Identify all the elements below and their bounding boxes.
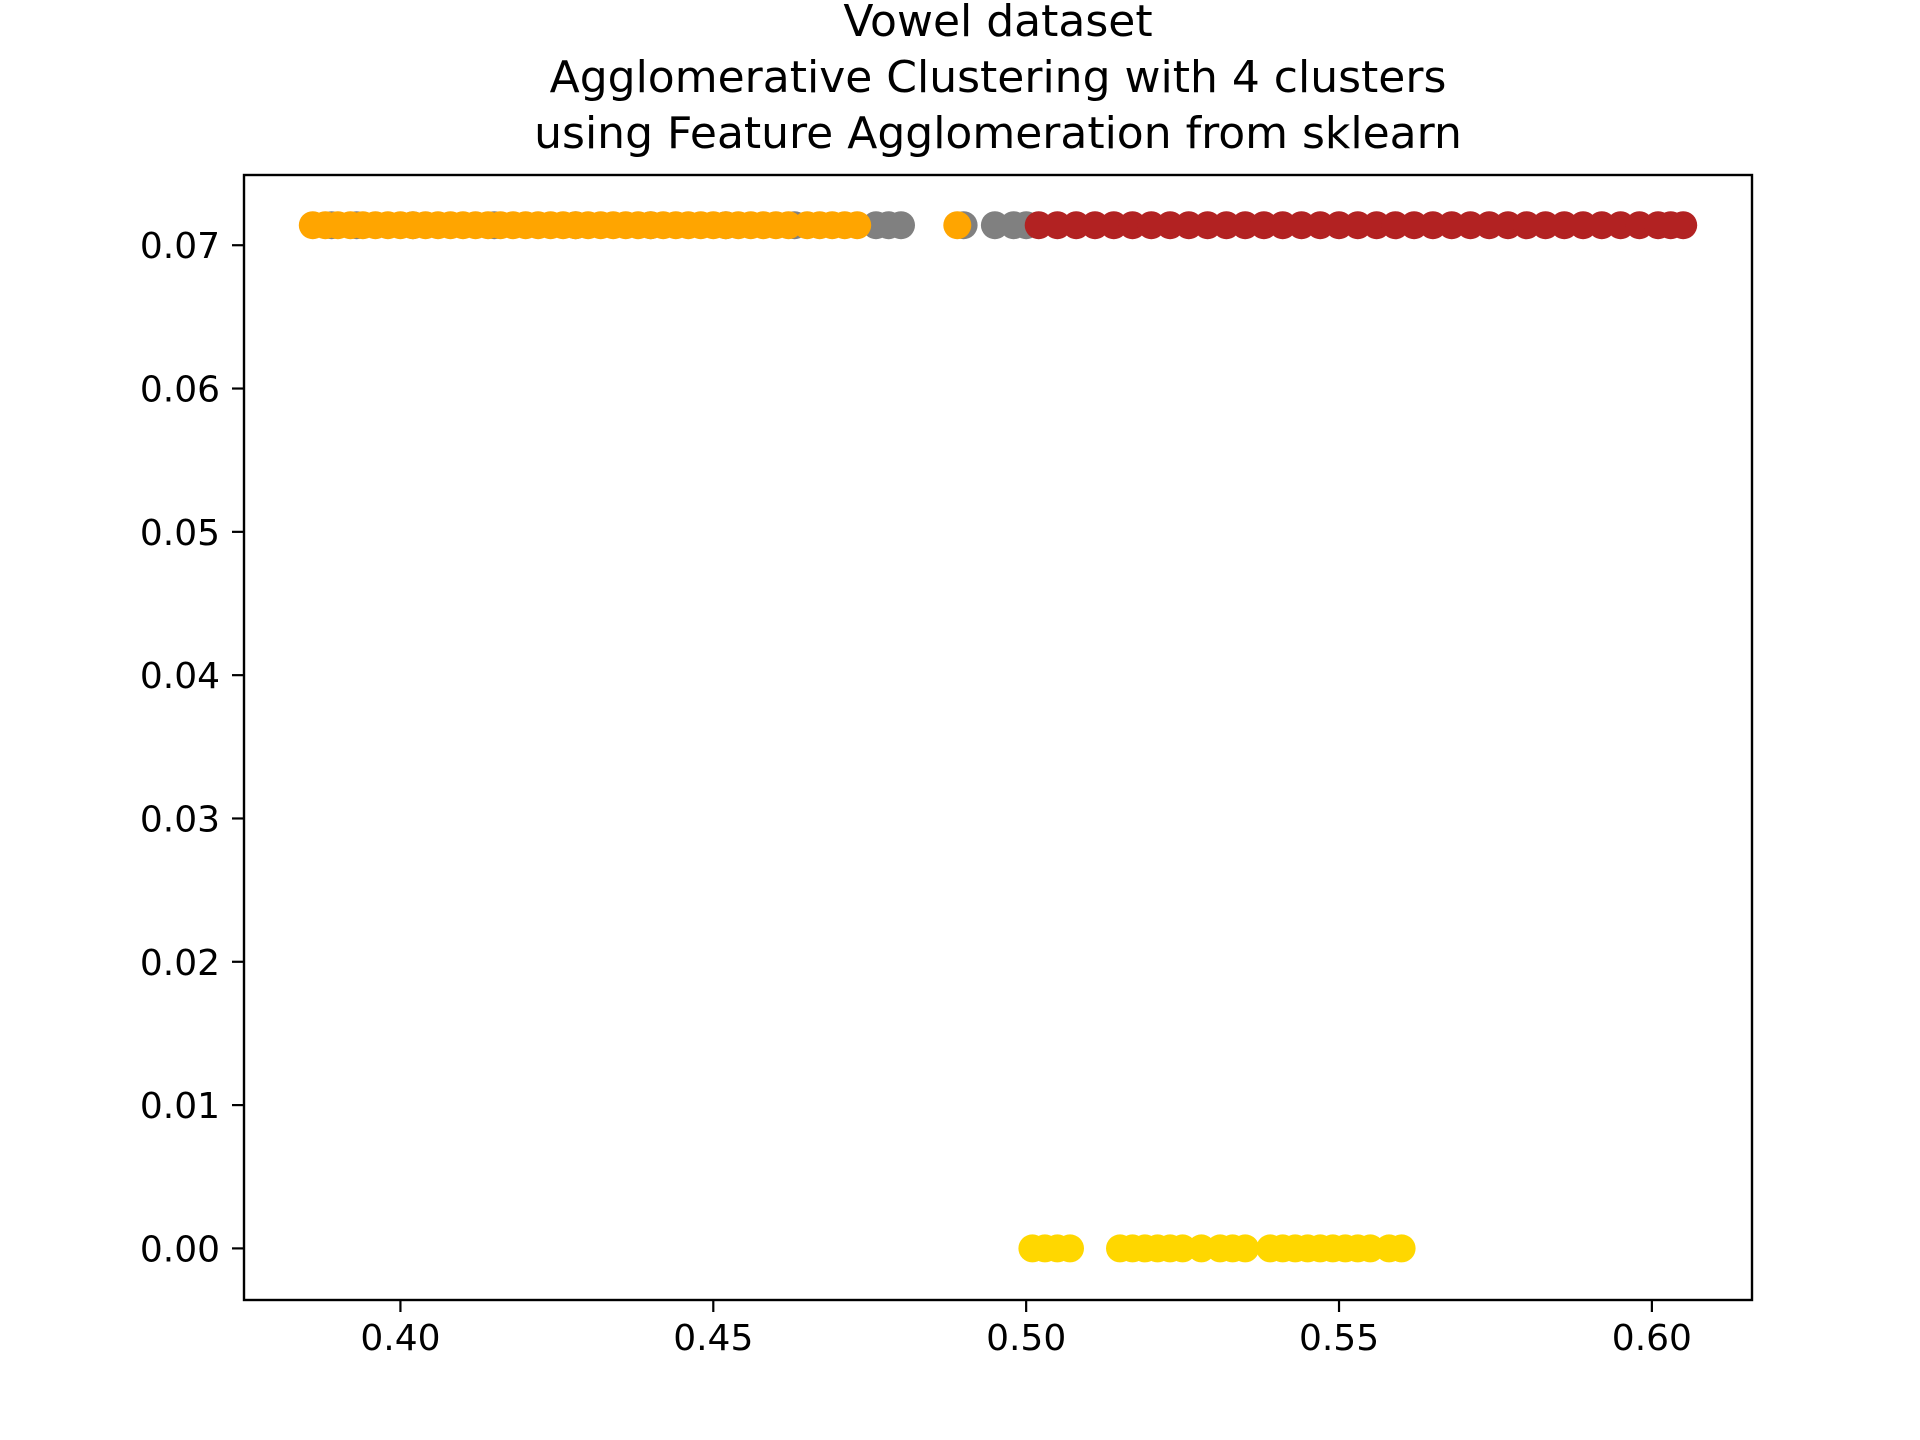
data-point xyxy=(1669,211,1698,240)
x-axis: 0.40 0.45 0.50 0.55 0.60 xyxy=(360,1300,1692,1359)
y-tick-label: 0.00 xyxy=(140,1229,220,1270)
data-point xyxy=(1231,1234,1260,1263)
title-line-1: Vowel dataset xyxy=(843,0,1152,47)
x-tick-label: 0.50 xyxy=(986,1318,1066,1359)
y-tick-label: 0.06 xyxy=(140,370,220,411)
title-line-2: Agglomerative Clustering with 4 clusters xyxy=(550,52,1447,103)
y-tick-label: 0.02 xyxy=(140,943,220,984)
data-point xyxy=(1056,1234,1084,1263)
data-point xyxy=(887,211,915,240)
data-points xyxy=(298,211,1698,1263)
x-tick-label: 0.45 xyxy=(673,1318,753,1359)
y-tick-label: 0.04 xyxy=(140,656,220,697)
y-tick-label: 0.07 xyxy=(140,226,220,267)
y-tick-label: 0.05 xyxy=(140,513,220,554)
x-tick-label: 0.60 xyxy=(1612,1318,1692,1359)
plot-frame xyxy=(242,173,1754,1302)
chart-title: Vowel dataset Agglomerative Clustering w… xyxy=(534,0,1462,159)
title-line-3: using Feature Agglomeration from sklearn xyxy=(534,108,1462,159)
x-tick-label: 0.40 xyxy=(360,1318,440,1359)
x-tick-label: 0.55 xyxy=(1299,1318,1379,1359)
data-point xyxy=(943,211,972,240)
data-point xyxy=(1387,1234,1416,1263)
y-axis: 0.00 0.01 0.02 0.03 0.04 0.05 0.06 0.07 xyxy=(140,226,244,1270)
y-tick-label: 0.01 xyxy=(140,1086,220,1127)
y-tick-label: 0.03 xyxy=(140,799,220,840)
data-point xyxy=(843,211,872,240)
